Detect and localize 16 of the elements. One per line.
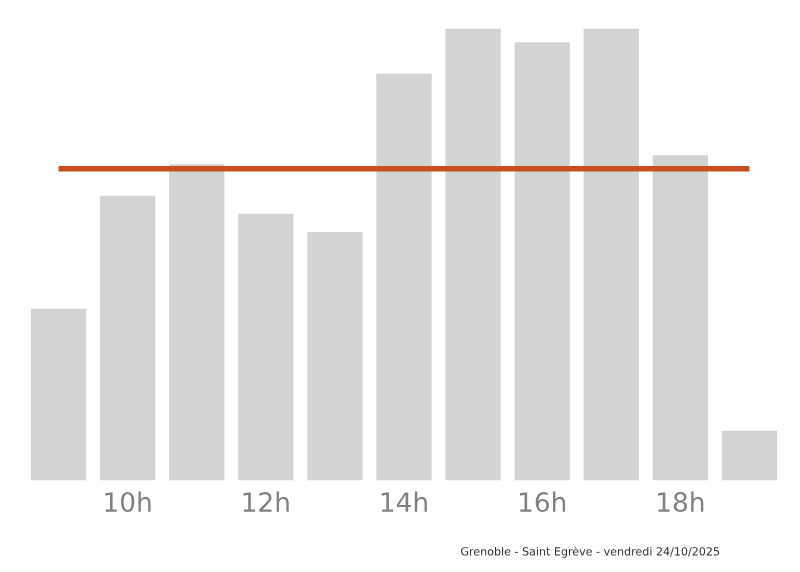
bar bbox=[169, 164, 225, 481]
bar bbox=[307, 231, 363, 481]
bar bbox=[100, 195, 156, 481]
x-tick-label: 16h bbox=[519, 491, 566, 513]
bar bbox=[721, 430, 778, 481]
bar bbox=[652, 155, 708, 481]
x-tick-label: 12h bbox=[243, 491, 289, 512]
bar bbox=[514, 42, 570, 481]
bar bbox=[30, 308, 87, 481]
bar bbox=[238, 213, 294, 481]
bar bbox=[583, 28, 639, 481]
bar bbox=[376, 73, 432, 481]
x-tick-label: 18h bbox=[658, 491, 704, 513]
bar bbox=[445, 28, 501, 481]
x-tick-label: 14h bbox=[381, 491, 427, 512]
x-tick-label: 10h bbox=[105, 491, 151, 513]
